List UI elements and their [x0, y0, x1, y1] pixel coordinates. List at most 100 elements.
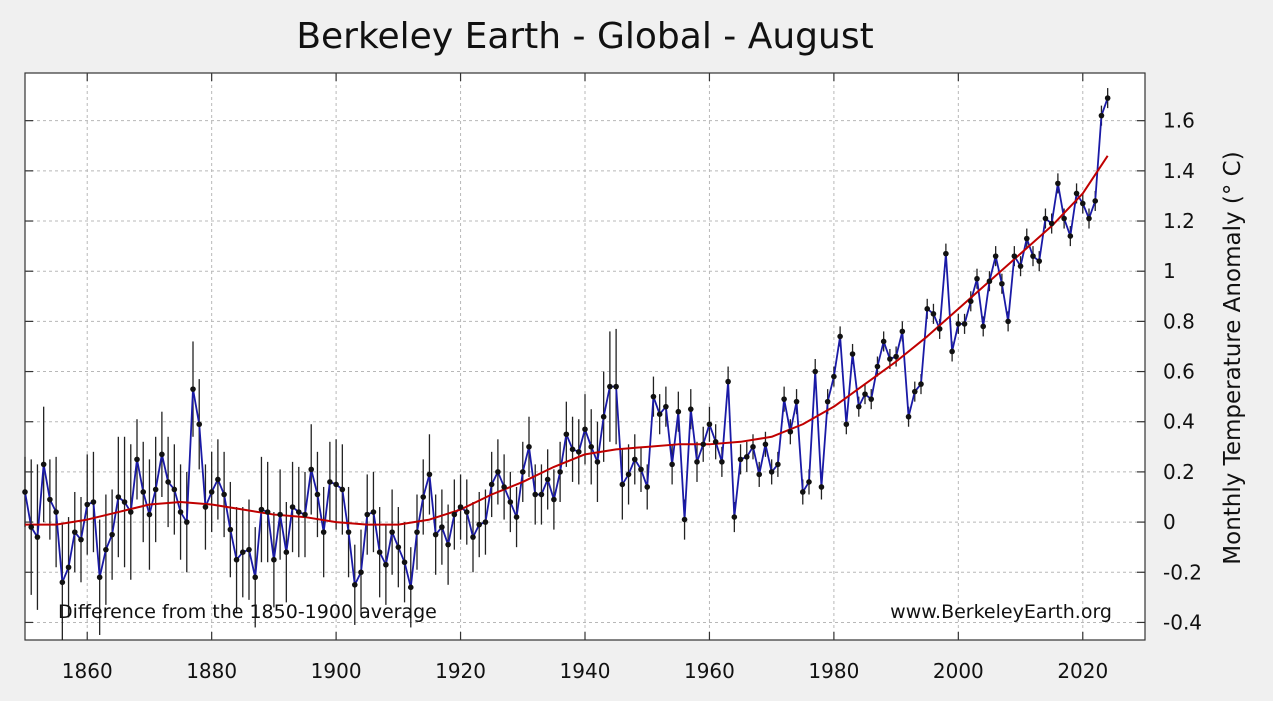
data-point — [127, 509, 134, 515]
data-point — [295, 509, 302, 515]
x-tick-label: 1860 — [62, 659, 113, 683]
data-point — [196, 421, 203, 428]
data-point — [233, 556, 240, 563]
data-point — [501, 484, 507, 490]
data-point — [905, 413, 912, 420]
data-point — [190, 386, 196, 392]
data-point — [918, 381, 924, 387]
y-tick-label: 1 — [1163, 259, 1176, 283]
data-point — [22, 489, 28, 495]
data-point — [731, 514, 738, 520]
x-tick-label: 2020 — [1057, 659, 1108, 683]
data-point — [407, 584, 414, 591]
data-point — [519, 469, 526, 475]
data-point — [887, 356, 893, 362]
data-point — [1104, 95, 1111, 101]
data-point — [426, 471, 433, 478]
data-point — [383, 561, 389, 568]
data-point — [569, 446, 576, 453]
data-point — [258, 506, 265, 513]
data-point — [513, 514, 520, 520]
data-point — [283, 549, 290, 555]
data-point — [1079, 200, 1086, 207]
data-point — [420, 494, 427, 500]
data-point — [215, 476, 221, 483]
data-point — [65, 564, 72, 571]
data-point — [246, 546, 252, 553]
data-point — [949, 348, 955, 355]
data-point — [314, 491, 321, 498]
data-point — [47, 496, 53, 503]
data-point — [121, 499, 128, 505]
data-point — [134, 456, 140, 463]
data-point — [799, 489, 806, 495]
data-point — [980, 323, 987, 330]
data-point — [650, 393, 657, 400]
data-point — [656, 411, 663, 418]
data-point — [252, 574, 259, 581]
data-point — [389, 529, 395, 535]
data-point — [532, 491, 539, 498]
data-point — [109, 531, 115, 538]
data-point — [831, 373, 837, 380]
data-point — [103, 546, 109, 553]
data-point — [146, 511, 153, 518]
data-point — [457, 504, 464, 510]
data-point — [1017, 263, 1024, 269]
data-point — [289, 504, 296, 510]
data-point — [700, 441, 707, 448]
data-point — [1073, 190, 1080, 197]
data-point — [862, 391, 868, 397]
data-point — [327, 479, 333, 485]
data-point — [1086, 215, 1092, 222]
data-point — [588, 444, 595, 450]
data-point — [911, 388, 918, 395]
data-point — [557, 469, 563, 475]
y-tick-label: -0.4 — [1163, 610, 1202, 634]
data-point — [899, 328, 906, 335]
data-point — [986, 278, 993, 285]
data-point — [470, 534, 476, 540]
y-tick-label: 1.6 — [1163, 109, 1195, 133]
data-point — [743, 454, 750, 460]
data-point — [59, 579, 66, 586]
data-point — [1036, 258, 1043, 264]
data-point — [837, 333, 843, 340]
data-point — [78, 536, 84, 543]
data-point — [333, 481, 339, 488]
baseline-note: Difference from the 1850-1900 average — [58, 601, 437, 623]
y-tick-label: 0.4 — [1163, 410, 1195, 434]
y-tick-label: 1.2 — [1163, 209, 1195, 233]
data-point — [90, 499, 97, 505]
x-tick-label: 1940 — [560, 659, 611, 683]
data-point — [619, 481, 626, 488]
data-point — [1005, 318, 1011, 325]
chart-title: Berkeley Earth - Global - August — [296, 16, 873, 57]
data-point — [71, 529, 78, 535]
y-tick-label: 0.6 — [1163, 360, 1195, 384]
x-tick-label: 1960 — [684, 659, 735, 683]
data-point — [439, 524, 445, 530]
data-point — [563, 431, 570, 438]
y-axis-label: Monthly Temperature Anomaly (° C) — [1220, 151, 1246, 564]
data-point — [756, 471, 763, 478]
data-point — [762, 441, 769, 448]
data-point — [227, 526, 234, 533]
data-point — [277, 511, 283, 518]
data-point — [675, 408, 682, 415]
data-point — [750, 444, 756, 450]
data-point — [880, 338, 887, 345]
data-point — [625, 471, 632, 478]
data-point — [264, 509, 271, 515]
data-point — [575, 449, 582, 455]
data-point — [961, 321, 968, 327]
data-point — [613, 383, 619, 390]
data-point — [34, 534, 41, 540]
data-point — [936, 326, 943, 332]
data-point — [1030, 253, 1036, 259]
data-point — [607, 383, 613, 390]
data-point — [1048, 220, 1055, 227]
data-point — [165, 479, 171, 485]
data-point — [152, 486, 159, 493]
